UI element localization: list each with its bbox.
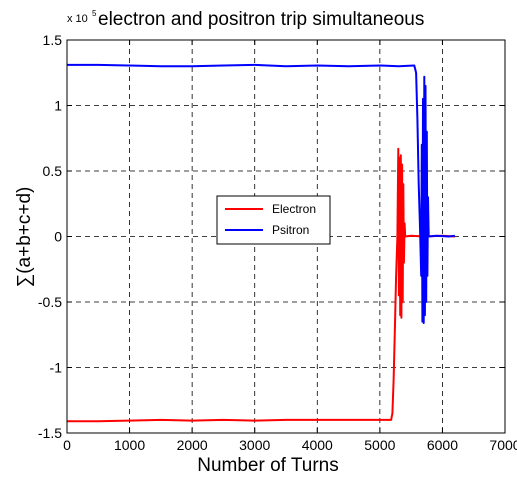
x-axis-title: Number of Turns: [197, 455, 339, 476]
y-multiplier-exponent: 5: [92, 9, 97, 18]
legend-box: [216, 195, 331, 245]
chart-title: electron and positron trip simultaneous: [98, 9, 424, 30]
series-layer: [67, 63, 456, 423]
x-tick-label: 3000: [239, 437, 270, 453]
x-tick-label: 4000: [302, 437, 333, 453]
y-tick-label: 0.5: [43, 163, 63, 179]
y-tick-label: -1.5: [38, 425, 62, 441]
series-line-psitron: [67, 63, 456, 324]
legend-label-electron: Electron: [272, 202, 316, 216]
x-tick-label: 2000: [177, 437, 208, 453]
y-tick-label: -0.5: [38, 294, 62, 310]
x-tick-label: 7000: [489, 437, 517, 453]
y-tick-label: -1: [50, 360, 63, 376]
series-line-electron: [67, 147, 455, 423]
y-tick-label: 1.5: [43, 32, 63, 48]
tick-labels: 0 1000 2000 3000 4000 5000 6000 7000 -1.5 -1 -0.5 0…: [38, 32, 517, 453]
y-tick-label: 1: [54, 98, 62, 114]
ticks: [66, 39, 506, 434]
y-tick-label: 0: [54, 229, 62, 245]
y-axis-title: ∑(a+b+c+d): [14, 187, 35, 288]
x-tick-label: 5000: [364, 437, 395, 453]
x-tick-label: 1000: [114, 437, 145, 453]
x-tick-label: 0: [63, 437, 71, 453]
legend: Electron Psitron: [216, 195, 331, 245]
y-multiplier-label: x 10: [67, 13, 88, 25]
legend-label-psitron: Psitron: [272, 223, 309, 237]
x-tick-label: 6000: [427, 437, 458, 453]
